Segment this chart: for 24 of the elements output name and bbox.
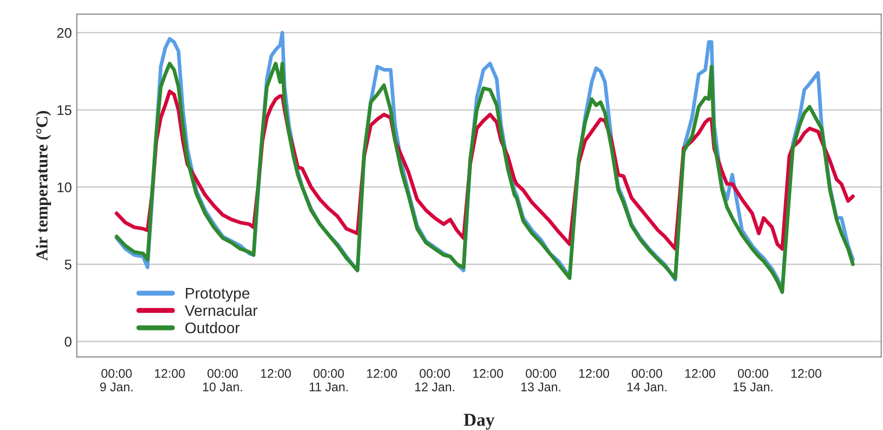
y-tick-label: 15: [58, 105, 72, 116]
x-tick-label: 12:00: [154, 369, 185, 378]
x-tick-label: 00:00 11 Jan.: [310, 369, 348, 392]
y-tick-label: 10: [58, 182, 72, 192]
x-tick-label: 00:00 13 Jan.: [521, 369, 560, 392]
y-tick-label: 20: [57, 28, 72, 38]
legend-label: Prototype: [186, 288, 250, 302]
x-tick-label: 12:00: [685, 369, 716, 378]
x-tick-label: 00:00 15 Jan.: [734, 369, 772, 392]
x-tick-label: 00:00 12 Jan.: [415, 369, 454, 392]
x-tick-label: 12:00: [261, 369, 291, 378]
y-tick-label: 0: [64, 336, 72, 347]
x-tick-label: 00:00 10 Jan.: [203, 369, 242, 392]
x-tick-label: 00:00 14 Jan.: [627, 369, 666, 392]
x-tick-label: 12:00: [791, 369, 822, 378]
x-tick-label: 12:00: [579, 369, 610, 378]
legend-label: Vernacular: [184, 304, 258, 316]
y-axis-title: Air temperature (°C): [36, 111, 51, 261]
legend-label: Outdoor: [185, 322, 240, 334]
y-tick-label: 5: [64, 260, 72, 270]
x-axis-title: Day: [464, 414, 494, 430]
x-tick-label: 12:00: [473, 369, 504, 378]
x-tick-label: 12:00: [367, 369, 397, 378]
x-tick-label: 00:00 9 Jan.: [100, 369, 132, 392]
